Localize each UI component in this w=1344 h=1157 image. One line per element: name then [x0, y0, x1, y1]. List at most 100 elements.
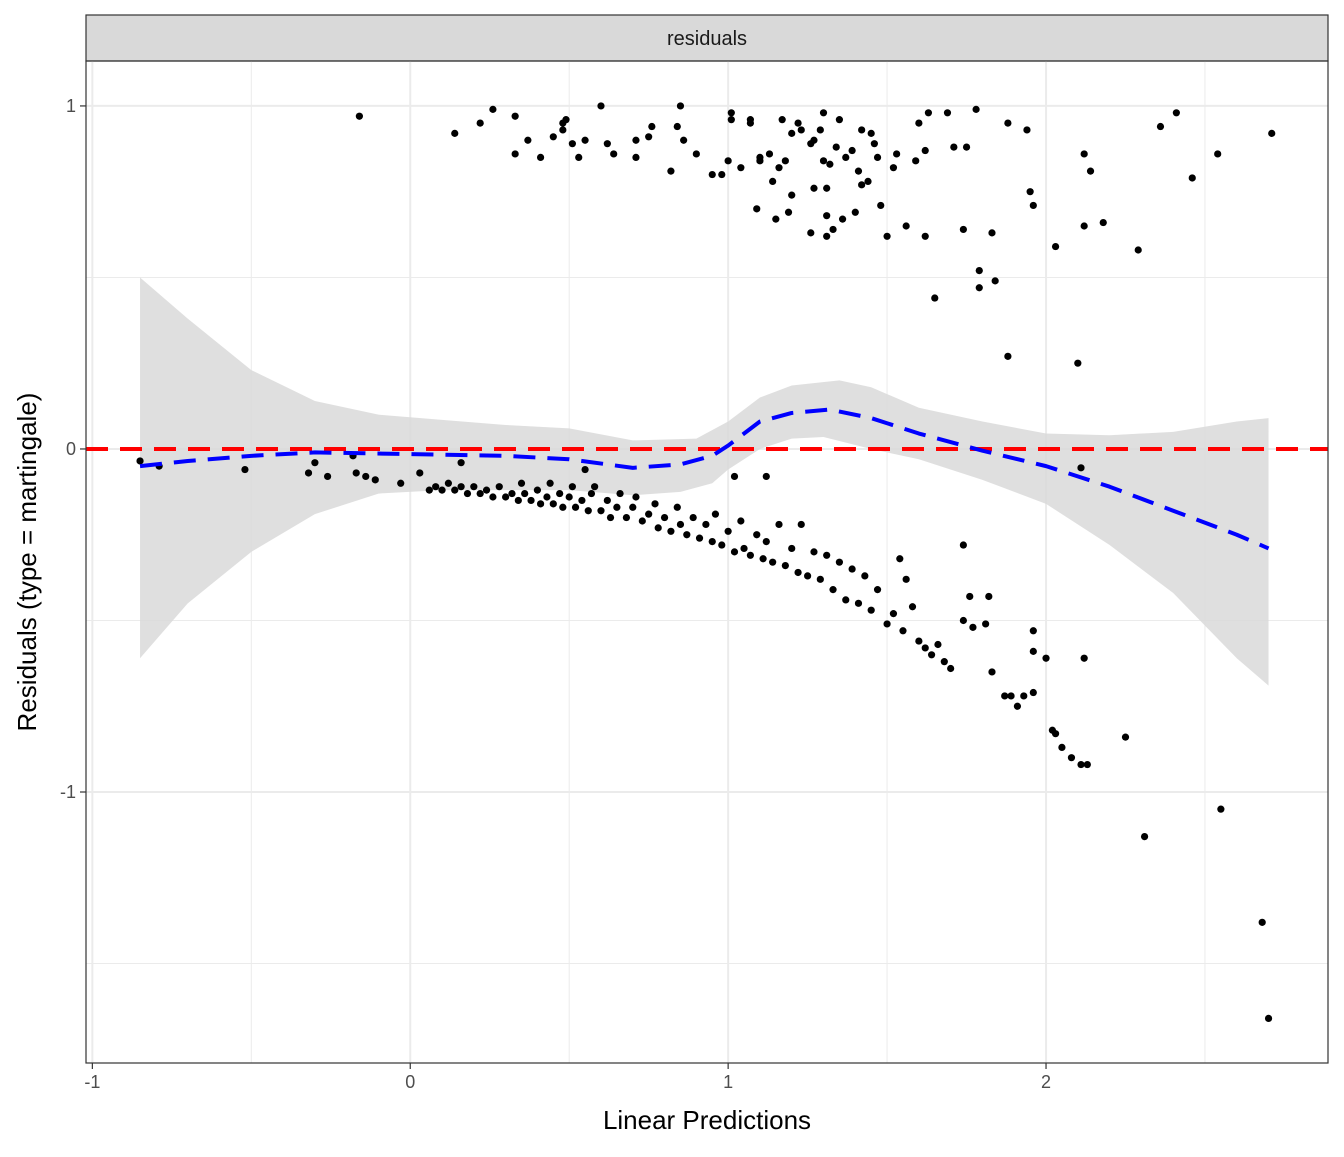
data-point — [829, 225, 837, 234]
data-point — [597, 507, 605, 515]
data-point — [826, 160, 834, 168]
data-point — [889, 610, 898, 618]
data-point — [508, 489, 516, 498]
data-point — [362, 472, 370, 481]
data-point — [451, 486, 459, 494]
data-point — [632, 153, 640, 161]
data-point — [962, 143, 971, 151]
data-point — [425, 486, 433, 494]
data-point — [536, 500, 545, 508]
data-point — [819, 109, 828, 117]
y-tick-label: 1 — [66, 96, 76, 116]
data-point — [912, 157, 920, 165]
data-point — [902, 575, 910, 583]
data-point — [708, 170, 716, 179]
data-point — [737, 517, 745, 525]
data-point — [915, 119, 923, 127]
data-point — [667, 527, 675, 535]
data-point — [711, 510, 720, 518]
data-point — [1029, 688, 1037, 697]
data-point — [737, 164, 745, 172]
data-point — [991, 277, 999, 285]
data-point — [753, 531, 761, 539]
smooth-fit-line — [139, 407, 1270, 551]
data-point — [432, 483, 440, 491]
data-point — [702, 520, 710, 529]
y-tick-label: -1 — [60, 782, 76, 802]
data-point — [829, 586, 837, 594]
data-point — [943, 109, 952, 117]
confidence-band-area — [140, 277, 1269, 686]
facet-label: residuals — [667, 28, 747, 50]
data-point — [584, 507, 592, 515]
data-point — [816, 126, 824, 134]
data-point — [778, 116, 786, 124]
data-point — [784, 208, 793, 216]
data-point — [673, 503, 681, 511]
data-point — [1051, 730, 1060, 738]
data-point — [521, 489, 529, 498]
data-point — [893, 150, 901, 158]
facet-strip — [85, 14, 1329, 62]
data-point — [858, 181, 866, 189]
data-point — [848, 146, 856, 155]
data-point — [889, 164, 898, 172]
data-point — [482, 486, 491, 494]
data-point — [794, 119, 802, 127]
data-point — [765, 150, 774, 158]
data-point — [718, 170, 726, 179]
data-point — [870, 140, 878, 148]
data-point — [457, 459, 465, 467]
data-point — [517, 479, 526, 487]
data-point — [1023, 126, 1031, 134]
data-point — [692, 150, 700, 158]
data-point — [899, 627, 907, 635]
data-point — [632, 136, 640, 144]
data-point — [489, 105, 497, 113]
data-point — [581, 465, 589, 474]
x-tick-label: 2 — [1041, 1072, 1051, 1092]
data-point — [241, 465, 249, 474]
data-point — [730, 548, 739, 556]
data-point — [1214, 150, 1222, 158]
data-point — [311, 459, 319, 467]
data-point — [1099, 218, 1107, 227]
data-point — [877, 201, 885, 210]
data-point — [1264, 1014, 1273, 1023]
data-point — [371, 476, 379, 484]
data-point — [638, 517, 646, 525]
data-point — [762, 472, 770, 481]
data-point — [568, 483, 576, 491]
data-point — [921, 146, 929, 155]
axes: -1 0 1 2 1 0 -1 — [60, 96, 1051, 1092]
data-point — [842, 596, 850, 604]
data-point — [304, 469, 313, 477]
data-point — [959, 616, 967, 625]
data-point — [915, 637, 923, 645]
data-point — [810, 548, 818, 556]
data-point — [559, 503, 567, 511]
data-point — [959, 225, 967, 234]
data-point — [527, 496, 535, 505]
data-point — [648, 122, 656, 131]
data-point — [788, 544, 796, 553]
data-point — [673, 122, 681, 131]
data-point — [581, 136, 589, 144]
x-axis-label: Linear Predictions — [603, 1105, 811, 1135]
data-point — [489, 493, 497, 501]
data-point — [495, 483, 503, 491]
data-point — [1134, 246, 1142, 254]
confidence-band — [140, 277, 1269, 686]
data-point — [1004, 352, 1012, 360]
data-point — [950, 143, 958, 151]
data-point — [775, 520, 783, 529]
data-point — [756, 157, 764, 165]
data-point — [753, 205, 761, 213]
data-point — [463, 489, 472, 498]
data-point — [982, 620, 990, 628]
data-point — [511, 150, 519, 158]
data-point — [883, 232, 891, 240]
data-point — [1020, 692, 1028, 700]
data-point — [1080, 222, 1088, 230]
data-point — [988, 229, 996, 237]
